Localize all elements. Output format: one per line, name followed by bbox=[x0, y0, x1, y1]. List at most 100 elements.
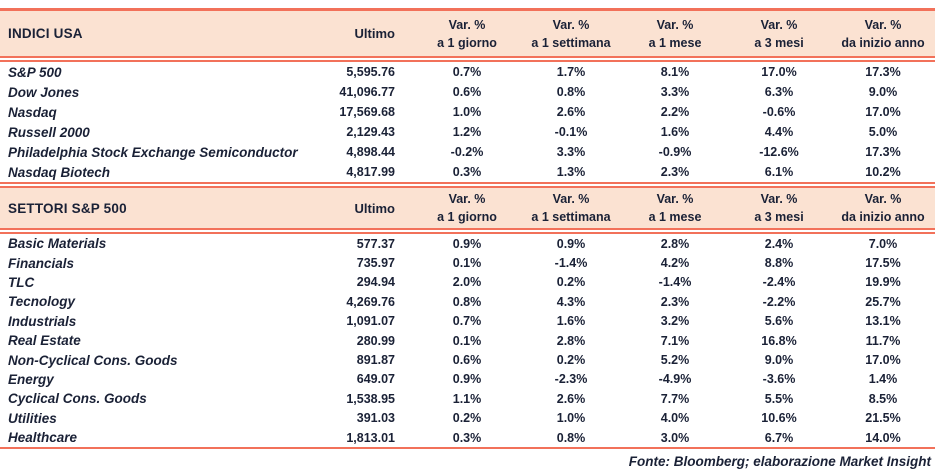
last-value: 391.03 bbox=[356, 411, 395, 426]
last-value: 4,817.99 bbox=[346, 165, 395, 179]
table-row: Nasdaq Biotech 4,817.99 0.3% 1.3% 2.3% 6… bbox=[0, 162, 935, 182]
sector-name: Energy bbox=[8, 371, 54, 387]
var-3-mesi: 5.5% bbox=[764, 391, 794, 406]
last-value: 280.99 bbox=[356, 333, 395, 348]
column-header-var-1-settimana: Var. % a 1 settimana bbox=[519, 16, 623, 52]
var-1-settimana: 0.8% bbox=[556, 430, 586, 445]
var-1-giorno: 1.2% bbox=[452, 125, 482, 139]
period-label: a 1 giorno bbox=[437, 35, 497, 50]
var-inizio-anno: 11.7% bbox=[865, 333, 901, 348]
index-name: Russell 2000 bbox=[8, 124, 90, 140]
column-header-var-3-mesi: Var. % a 3 mesi bbox=[727, 190, 831, 226]
column-header-var-1-giorno: Var. % a 1 giorno bbox=[415, 190, 519, 226]
var-label: Var. % bbox=[552, 17, 590, 32]
var-3-mesi: 16.8% bbox=[761, 333, 797, 348]
sector-name: Healthcare bbox=[8, 430, 78, 446]
var-1-settimana: 2.6% bbox=[556, 105, 586, 119]
var-1-settimana: 1.3% bbox=[556, 165, 586, 179]
section-divider bbox=[0, 182, 935, 188]
sector-name: Tecnology bbox=[8, 294, 76, 310]
period-label: a 1 mese bbox=[648, 210, 702, 224]
table-settori-sp500: SETTORI S&P 500 Ultimo Var. % a 1 giorno… bbox=[0, 182, 935, 450]
var-1-mese: 5.2% bbox=[660, 353, 690, 368]
var-1-giorno: 0.9% bbox=[452, 372, 482, 387]
var-3-mesi: -12.6% bbox=[759, 145, 799, 159]
var-inizio-anno: 14.0% bbox=[865, 430, 901, 445]
source-note: Fonte: Bloomberg; elaborazione Market In… bbox=[628, 454, 931, 470]
sector-name: Cyclical Cons. Goods bbox=[8, 391, 147, 407]
period-label: a 1 mese bbox=[648, 35, 702, 50]
var-1-giorno: 0.3% bbox=[452, 165, 482, 179]
var-1-mese: 2.8% bbox=[660, 236, 690, 251]
indici-usa-body: S&P 500 5,595.76 0.7% 1.7% 8.1% 17.0% 17… bbox=[0, 62, 935, 182]
table-row: Non-Cyclical Cons. Goods 891.87 0.6% 0.2… bbox=[0, 350, 935, 369]
table-row: TLC 294.94 2.0% 0.2% -1.4% -2.4% 19.9% bbox=[0, 273, 935, 292]
table-row: Dow Jones 41,096.77 0.6% 0.8% 3.3% 6.3% … bbox=[0, 82, 935, 102]
var-3-mesi: -2.4% bbox=[762, 275, 796, 290]
sector-name: Basic Materials bbox=[8, 236, 107, 252]
var-inizio-anno: 17.3% bbox=[865, 145, 901, 159]
table-row: Basic Materials 577.37 0.9% 0.9% 2.8% 2.… bbox=[0, 234, 935, 253]
sector-name: Utilities bbox=[8, 410, 57, 426]
var-1-settimana: 2.6% bbox=[556, 391, 586, 406]
var-1-giorno: -0.2% bbox=[450, 145, 484, 159]
var-1-giorno: 0.2% bbox=[452, 411, 482, 426]
var-3-mesi: 10.6% bbox=[761, 411, 797, 426]
table-row: Russell 2000 2,129.43 1.2% -0.1% 1.6% 4.… bbox=[0, 122, 935, 142]
var-3-mesi: -0.6% bbox=[762, 105, 796, 119]
var-1-giorno: 0.7% bbox=[452, 65, 482, 79]
period-label: a 1 giorno bbox=[437, 210, 497, 224]
var-1-giorno: 0.8% bbox=[452, 294, 482, 309]
sector-name: Real Estate bbox=[8, 333, 81, 349]
var-inizio-anno: 1.4% bbox=[868, 372, 898, 387]
var-1-giorno: 0.6% bbox=[452, 85, 482, 99]
settori-header-row: SETTORI S&P 500 Ultimo Var. % a 1 giorno… bbox=[0, 188, 935, 228]
var-1-settimana: 1.7% bbox=[556, 65, 586, 79]
table-row: Energy 649.07 0.9% -2.3% -4.9% -3.6% 1.4… bbox=[0, 370, 935, 389]
var-inizio-anno: 9.0% bbox=[868, 85, 898, 99]
var-1-giorno: 0.7% bbox=[452, 314, 482, 329]
last-value: 4,898.44 bbox=[346, 145, 395, 159]
table-title: INDICI USA bbox=[8, 26, 83, 41]
var-1-settimana: 0.2% bbox=[556, 275, 586, 290]
var-1-giorno: 0.1% bbox=[452, 333, 482, 348]
settori-body: Basic Materials 577.37 0.9% 0.9% 2.8% 2.… bbox=[0, 234, 935, 447]
var-1-settimana: -1.4% bbox=[554, 256, 588, 271]
var-1-mese: 4.2% bbox=[660, 256, 690, 271]
var-label: Var. % bbox=[448, 17, 486, 32]
column-header-var-1-mese: Var. % a 1 mese bbox=[623, 190, 727, 226]
column-header-var-1-giorno: Var. % a 1 giorno bbox=[415, 16, 519, 52]
indici-usa-header-row: INDICI USA Ultimo Var. % a 1 giorno Var.… bbox=[0, 11, 935, 56]
var-1-mese: 3.0% bbox=[660, 430, 690, 445]
var-label: Var. % bbox=[656, 192, 694, 206]
column-header-ultimo: Ultimo bbox=[354, 26, 395, 41]
index-name: Nasdaq bbox=[8, 104, 57, 120]
var-inizio-anno: 25.7% bbox=[865, 294, 901, 309]
var-inizio-anno: 17.0% bbox=[865, 105, 901, 119]
sector-name: TLC bbox=[8, 274, 35, 290]
column-header-ultimo: Ultimo bbox=[354, 200, 395, 216]
last-value: 4,269.76 bbox=[346, 294, 395, 309]
table-row: Utilities 391.03 0.2% 1.0% 4.0% 10.6% 21… bbox=[0, 409, 935, 428]
table-row: S&P 500 5,595.76 0.7% 1.7% 8.1% 17.0% 17… bbox=[0, 62, 935, 82]
header-body-divider bbox=[0, 56, 935, 62]
table-row: Philadelphia Stock Exchange Semiconducto… bbox=[0, 142, 935, 162]
var-1-settimana: -2.3% bbox=[554, 372, 588, 387]
var-3-mesi: 8.8% bbox=[764, 256, 794, 271]
var-1-mese: 8.1% bbox=[660, 65, 690, 79]
last-value: 5,595.76 bbox=[346, 65, 395, 79]
index-name: S&P 500 bbox=[8, 64, 62, 80]
var-1-giorno: 0.3% bbox=[452, 430, 482, 445]
var-1-mese: -1.4% bbox=[658, 275, 692, 290]
period-label: a 3 mesi bbox=[754, 210, 804, 224]
table-row: Real Estate 280.99 0.1% 2.8% 7.1% 16.8% … bbox=[0, 331, 935, 350]
var-label: Var. % bbox=[864, 192, 902, 206]
period-label: a 3 mesi bbox=[754, 35, 804, 50]
last-value: 577.37 bbox=[356, 236, 395, 251]
header-body-divider bbox=[0, 228, 935, 234]
var-inizio-anno: 8.5% bbox=[868, 391, 898, 406]
var-3-mesi: 2.4% bbox=[764, 236, 794, 251]
column-header-var-inizio-anno: Var. % da inizio anno bbox=[831, 190, 935, 226]
table-row: Tecnology 4,269.76 0.8% 4.3% 2.3% -2.2% … bbox=[0, 292, 935, 311]
